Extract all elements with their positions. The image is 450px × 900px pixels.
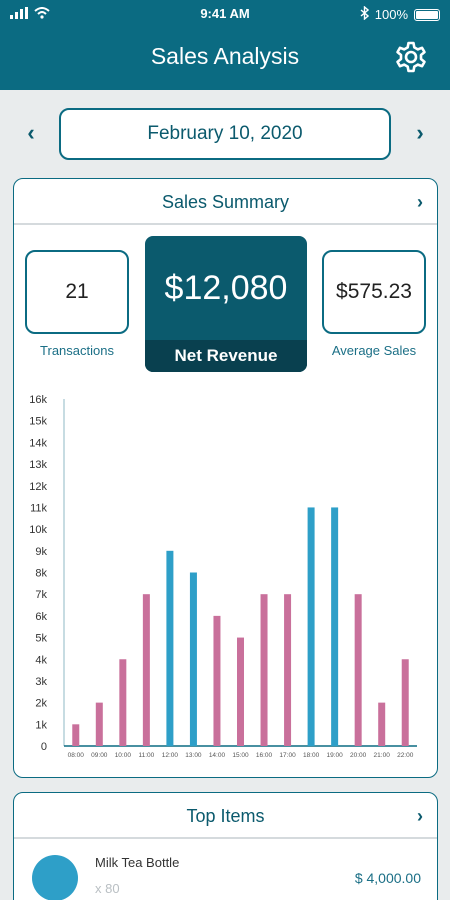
y-tick-label: 6k — [35, 611, 47, 623]
x-tick-label: 17:00 — [279, 752, 296, 759]
bluetooth-icon — [360, 5, 369, 23]
status-right: 100% — [360, 5, 440, 23]
bar — [284, 594, 292, 746]
bar — [307, 507, 315, 746]
y-tick-label: 2k — [35, 698, 47, 710]
bar — [401, 659, 409, 746]
item-quantity: x 80 — [95, 881, 120, 896]
chevron-right-icon[interactable]: › — [417, 192, 423, 212]
y-tick-label: 9k — [35, 546, 47, 558]
chevron-right-icon[interactable]: › — [416, 120, 424, 145]
x-tick-label: 12:00 — [162, 752, 179, 759]
transactions-label: Transactions — [40, 343, 114, 358]
y-tick-label: 16k — [29, 394, 47, 406]
x-tick-label: 19:00 — [326, 752, 343, 759]
transactions-stat: 21 Transactions — [25, 250, 129, 358]
y-tick-label: 13k — [29, 459, 47, 471]
top-items-header[interactable]: Top Items › — [14, 793, 437, 839]
item-image — [32, 855, 78, 900]
top-items-card: Top Items › Milk Tea Bottle x 80 $ 4,000… — [13, 792, 438, 900]
y-tick-label: 10k — [29, 524, 47, 536]
x-tick-label: 14:00 — [209, 752, 226, 759]
status-bar: 9:41 AM 100% — [0, 0, 450, 28]
bar — [119, 659, 127, 746]
transactions-value: 21 — [25, 250, 129, 334]
item-name: Milk Tea Bottle — [95, 855, 180, 870]
x-tick-label: 20:00 — [350, 752, 367, 759]
average-sales-stat: $575.23 Average Sales — [322, 250, 426, 358]
page-title: Sales Analysis — [150, 43, 300, 69]
bar — [237, 637, 244, 746]
battery-percent: 100% — [374, 7, 408, 22]
bar — [166, 550, 174, 746]
signal-icon — [10, 7, 28, 22]
date-navigator: ‹ February 10, 2020 › — [0, 106, 450, 162]
sales-summary-card: Sales Summary › 21 Transactions $12,080 … — [13, 178, 438, 778]
battery-icon — [414, 8, 440, 21]
x-tick-label: 16:00 — [256, 752, 273, 759]
gear-icon[interactable] — [394, 40, 428, 74]
y-tick-label: 1k — [35, 719, 47, 731]
item-price: $ 4,000.00 — [354, 870, 421, 886]
bar — [331, 507, 339, 746]
x-tick-label: 09:00 — [91, 752, 108, 759]
x-tick-label: 13:00 — [185, 752, 202, 759]
sales-summary-header[interactable]: Sales Summary › — [14, 179, 437, 225]
bar — [260, 594, 268, 746]
x-tick-label: 21:00 — [374, 752, 391, 759]
bar — [95, 702, 103, 746]
net-revenue-stat: $12,080 Net Revenue — [145, 236, 307, 372]
chevron-left-icon[interactable]: ‹ — [27, 120, 35, 145]
x-tick-label: 10:00 — [115, 752, 132, 759]
status-time: 9:41 AM — [200, 6, 250, 21]
list-item[interactable]: Milk Tea Bottle x 80 $ 4,000.00 — [14, 849, 439, 900]
x-tick-label: 11:00 — [138, 752, 154, 759]
x-tick-label: 08:00 — [68, 752, 85, 759]
bar — [354, 594, 362, 746]
status-left — [10, 7, 50, 22]
bar — [72, 724, 80, 746]
net-revenue-value: $12,080 — [164, 269, 288, 307]
app-bar: Sales Analysis — [0, 28, 450, 90]
wifi-icon — [34, 7, 50, 22]
average-sales-label: Average Sales — [331, 343, 417, 358]
y-tick-label: 4k — [35, 654, 47, 666]
hourly-sales-chart: 0 1k 2k 3k 4k 5k 6k 7k 8k 9k 10k 11k 12k 13k 14k 15k 16k… — [29, 394, 417, 759]
x-tick-label: 15:00 — [232, 752, 249, 759]
bar — [189, 572, 197, 746]
average-sales-value: $575.23 — [322, 250, 426, 334]
bar — [378, 702, 386, 746]
y-tick-label: 11k — [30, 502, 47, 514]
y-tick-label: 15k — [29, 416, 47, 428]
y-tick-label: 3k — [35, 676, 47, 688]
x-tick-label: 18:00 — [303, 752, 320, 759]
top-items-title: Top Items — [186, 806, 265, 826]
y-tick-label: 12k — [29, 481, 47, 493]
date-selector[interactable]: February 10, 2020 — [59, 108, 391, 160]
x-tick-label: 22:00 — [397, 752, 414, 759]
y-tick-label: 8k — [35, 568, 47, 580]
y-tick-label: 0 — [41, 741, 47, 753]
sales-summary-title: Sales Summary — [161, 192, 290, 212]
bar — [142, 594, 150, 746]
chevron-right-icon[interactable]: › — [417, 806, 423, 826]
bar — [213, 615, 221, 746]
y-tick-label: 5k — [35, 633, 47, 645]
y-tick-label: 7k — [35, 589, 47, 601]
y-tick-label: 14k — [29, 437, 47, 449]
net-revenue-label: Net Revenue — [145, 340, 307, 372]
